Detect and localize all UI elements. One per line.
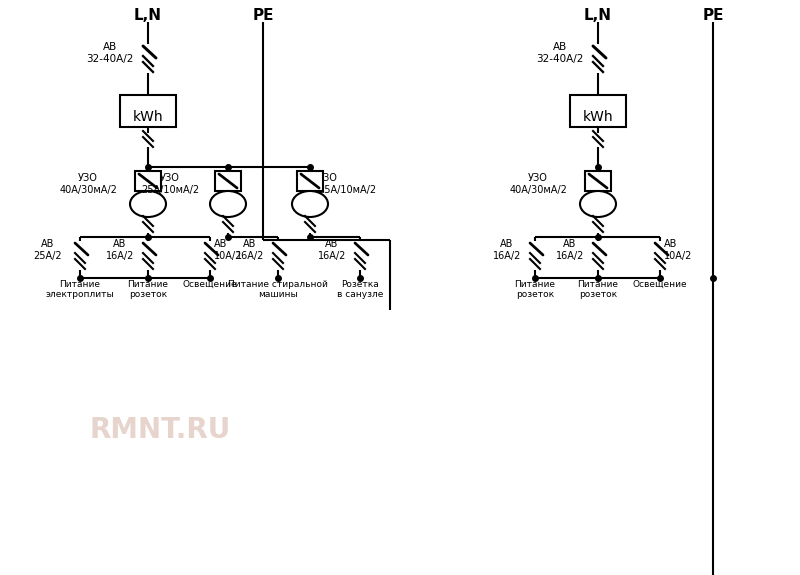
Ellipse shape — [130, 191, 166, 217]
Ellipse shape — [210, 191, 246, 217]
Text: Питание
электроплиты: Питание электроплиты — [46, 280, 114, 300]
Text: АВ
25А/2: АВ 25А/2 — [34, 239, 62, 260]
Text: PE: PE — [252, 8, 274, 23]
Text: УЗО
40А/30мА/2: УЗО 40А/30мА/2 — [59, 173, 117, 194]
Text: АВ
32-40А/2: АВ 32-40А/2 — [86, 42, 134, 64]
Text: RMNT.RU: RMNT.RU — [90, 416, 230, 444]
Text: Освещение: Освещение — [182, 280, 238, 289]
Text: АВ
16А/2: АВ 16А/2 — [556, 239, 584, 260]
Text: АВ
16А/2: АВ 16А/2 — [236, 239, 264, 260]
Text: Питание
розеток: Питание розеток — [127, 280, 169, 300]
Text: АВ
10А/2: АВ 10А/2 — [214, 239, 242, 260]
Text: УЗО
25А/10мА/2: УЗО 25А/10мА/2 — [318, 173, 376, 194]
Text: PE: PE — [702, 8, 724, 23]
Text: Питание
розеток: Питание розеток — [514, 280, 555, 300]
Text: УЗО
25А/10мА/2: УЗО 25А/10мА/2 — [141, 173, 199, 194]
Text: АВ
16А/2: АВ 16А/2 — [106, 239, 134, 260]
Text: Питание
розеток: Питание розеток — [578, 280, 618, 300]
Bar — [570, 95, 626, 127]
Ellipse shape — [580, 191, 616, 217]
Ellipse shape — [292, 191, 328, 217]
Text: АВ
10А/2: АВ 10А/2 — [664, 239, 692, 260]
Text: Питание стиральной
машины: Питание стиральной машины — [228, 280, 328, 300]
Text: УЗО
40А/30мА/2: УЗО 40А/30мА/2 — [509, 173, 567, 194]
Text: Освещение: Освещение — [633, 280, 687, 289]
Text: kWh: kWh — [133, 110, 163, 124]
Text: L,N: L,N — [134, 8, 162, 23]
Text: Розетка
в санузле: Розетка в санузле — [337, 280, 383, 300]
Bar — [120, 95, 176, 127]
Bar — [585, 171, 611, 191]
Text: kWh: kWh — [582, 110, 614, 124]
Bar — [215, 171, 241, 191]
Text: L,N: L,N — [584, 8, 612, 23]
Text: АВ
16А/2: АВ 16А/2 — [318, 239, 346, 260]
Text: АВ
32-40А/2: АВ 32-40А/2 — [536, 42, 584, 64]
Bar — [135, 171, 161, 191]
Bar — [297, 171, 323, 191]
Text: АВ
16А/2: АВ 16А/2 — [493, 239, 521, 260]
